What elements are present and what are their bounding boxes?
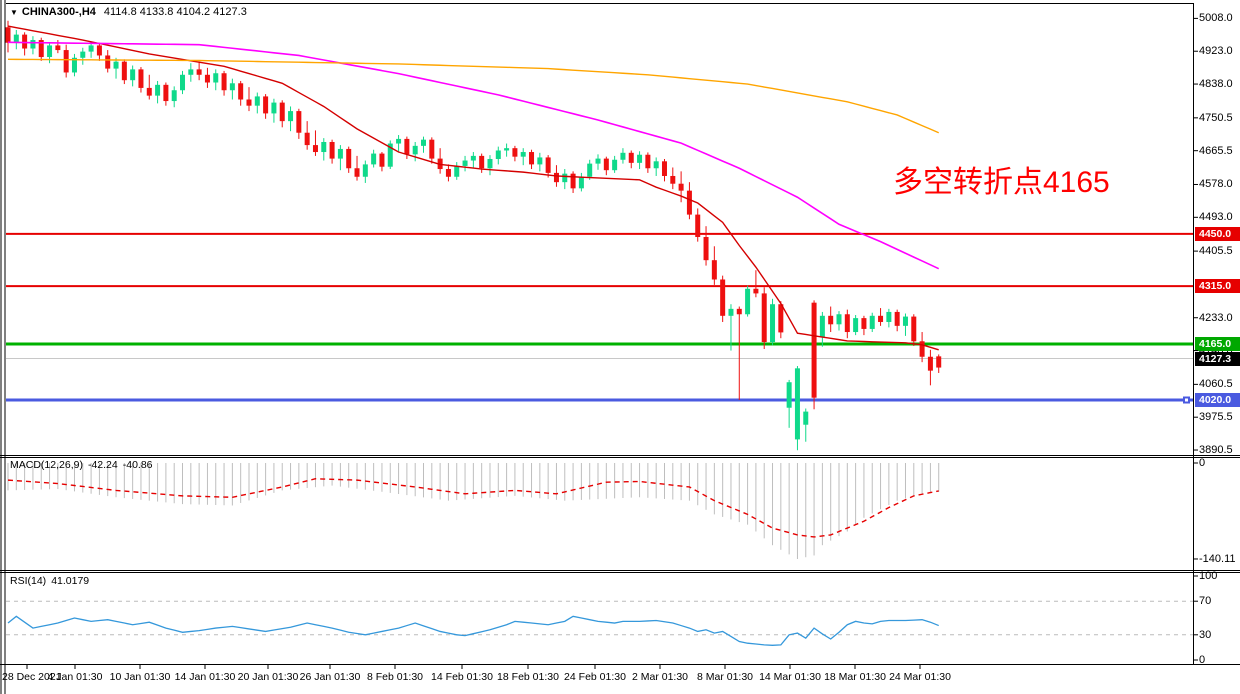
- time-tick-label: 18 Feb 01:30: [497, 671, 559, 683]
- price-badge-4020.0: 4020.0: [1195, 393, 1240, 407]
- price-tick-label: 3975.5: [1199, 411, 1233, 424]
- time-tick-label: 28 Dec 2021: [2, 671, 62, 683]
- indicator-tick-label: 0: [1199, 457, 1206, 469]
- indicator-tick-label: -140.11: [1199, 552, 1236, 565]
- rsi-indicator-label: RSI(14) 41.0179: [10, 575, 94, 587]
- macd-panel[interactable]: [7, 463, 940, 559]
- macd-hist-value: -42.24: [87, 459, 118, 471]
- price-tick-label: 4923.0: [1199, 45, 1233, 58]
- price-tick-label: 4060.5: [1199, 378, 1233, 391]
- symbol-dropdown-icon[interactable]: ▼: [10, 8, 18, 17]
- ohlc-readout: 4114.8 4133.8 4104.2 4127.3: [103, 6, 247, 18]
- rsi-panel[interactable]: [6, 600, 1193, 646]
- price-tick-label: 5008.0: [1199, 12, 1233, 25]
- time-tick-label: 20 Jan 01:30: [237, 671, 299, 683]
- rsi-line: [7, 615, 939, 646]
- chart-title: ▼ CHINA300-,H4 4114.8 4133.8 4104.2 4127.3: [10, 6, 247, 18]
- price-tick-label: 4665.5: [1199, 144, 1233, 157]
- candles-layer: [5, 20, 942, 451]
- time-tick-label: 8 Feb 01:30: [366, 671, 424, 683]
- time-tick-label: 24 Mar 01:30: [889, 671, 951, 683]
- horizontal-lines-layer: [6, 232, 1193, 404]
- indicator-tick-label: 30: [1199, 628, 1212, 641]
- ma-mid-magenta: [7, 41, 940, 270]
- time-tick-label: 14 Feb 01:30: [431, 671, 493, 683]
- rsi-name: RSI(14): [10, 575, 47, 587]
- price-tick-label: 3890.5: [1199, 444, 1233, 457]
- time-tick-label: 24 Feb 01:30: [564, 671, 626, 683]
- price-tick-label: 4405.5: [1199, 245, 1233, 258]
- rsi-value: 41.0179: [51, 575, 90, 587]
- macd-signal-value: -40.86: [122, 459, 153, 471]
- macd-name: MACD(12,26,9): [10, 459, 83, 471]
- ma-slow-orange: [7, 58, 939, 134]
- price-badge-4315.0: 4315.0: [1195, 279, 1240, 294]
- time-tick-label: 26 Jan 01:30: [299, 671, 361, 683]
- time-tick-label: 14 Jan 01:30: [174, 671, 236, 683]
- time-tick-label: 8 Mar 01:30: [696, 671, 754, 683]
- price-badge-4165.0: 4165.0: [1195, 337, 1240, 351]
- price-tick-label: 4233.0: [1199, 311, 1233, 324]
- price-badge-4127.3: 4127.3: [1195, 351, 1240, 366]
- macd-signal-line: [7, 478, 939, 538]
- time-tick-label: 4 Jan 01:30: [47, 671, 103, 683]
- price-tick-label: 4578.0: [1199, 178, 1233, 191]
- macd-indicator-label: MACD(12,26,9) -42.24 -40.86: [10, 459, 158, 471]
- time-tick-label: 18 Mar 01:30: [824, 671, 886, 683]
- time-tick-label: 14 Mar 01:30: [759, 671, 821, 683]
- symbol-timeframe-label: CHINA300-,H4: [21, 6, 96, 18]
- price-tick-label: 4493.0: [1199, 211, 1233, 224]
- price-badge-4450.0: 4450.0: [1195, 226, 1240, 241]
- indicator-tick-label: 70: [1199, 595, 1212, 608]
- ma-fast-red: [7, 25, 939, 351]
- price-tick-label: 4838.0: [1199, 78, 1233, 91]
- indicator-tick-label: 0: [1199, 654, 1206, 666]
- annotation-text[interactable]: 多空转折点4165: [893, 166, 1110, 199]
- price-tick-label: 4750.5: [1199, 111, 1233, 124]
- time-tick-label: 2 Mar 01:30: [631, 671, 689, 683]
- time-tick-label: 10 Jan 01:30: [109, 671, 171, 683]
